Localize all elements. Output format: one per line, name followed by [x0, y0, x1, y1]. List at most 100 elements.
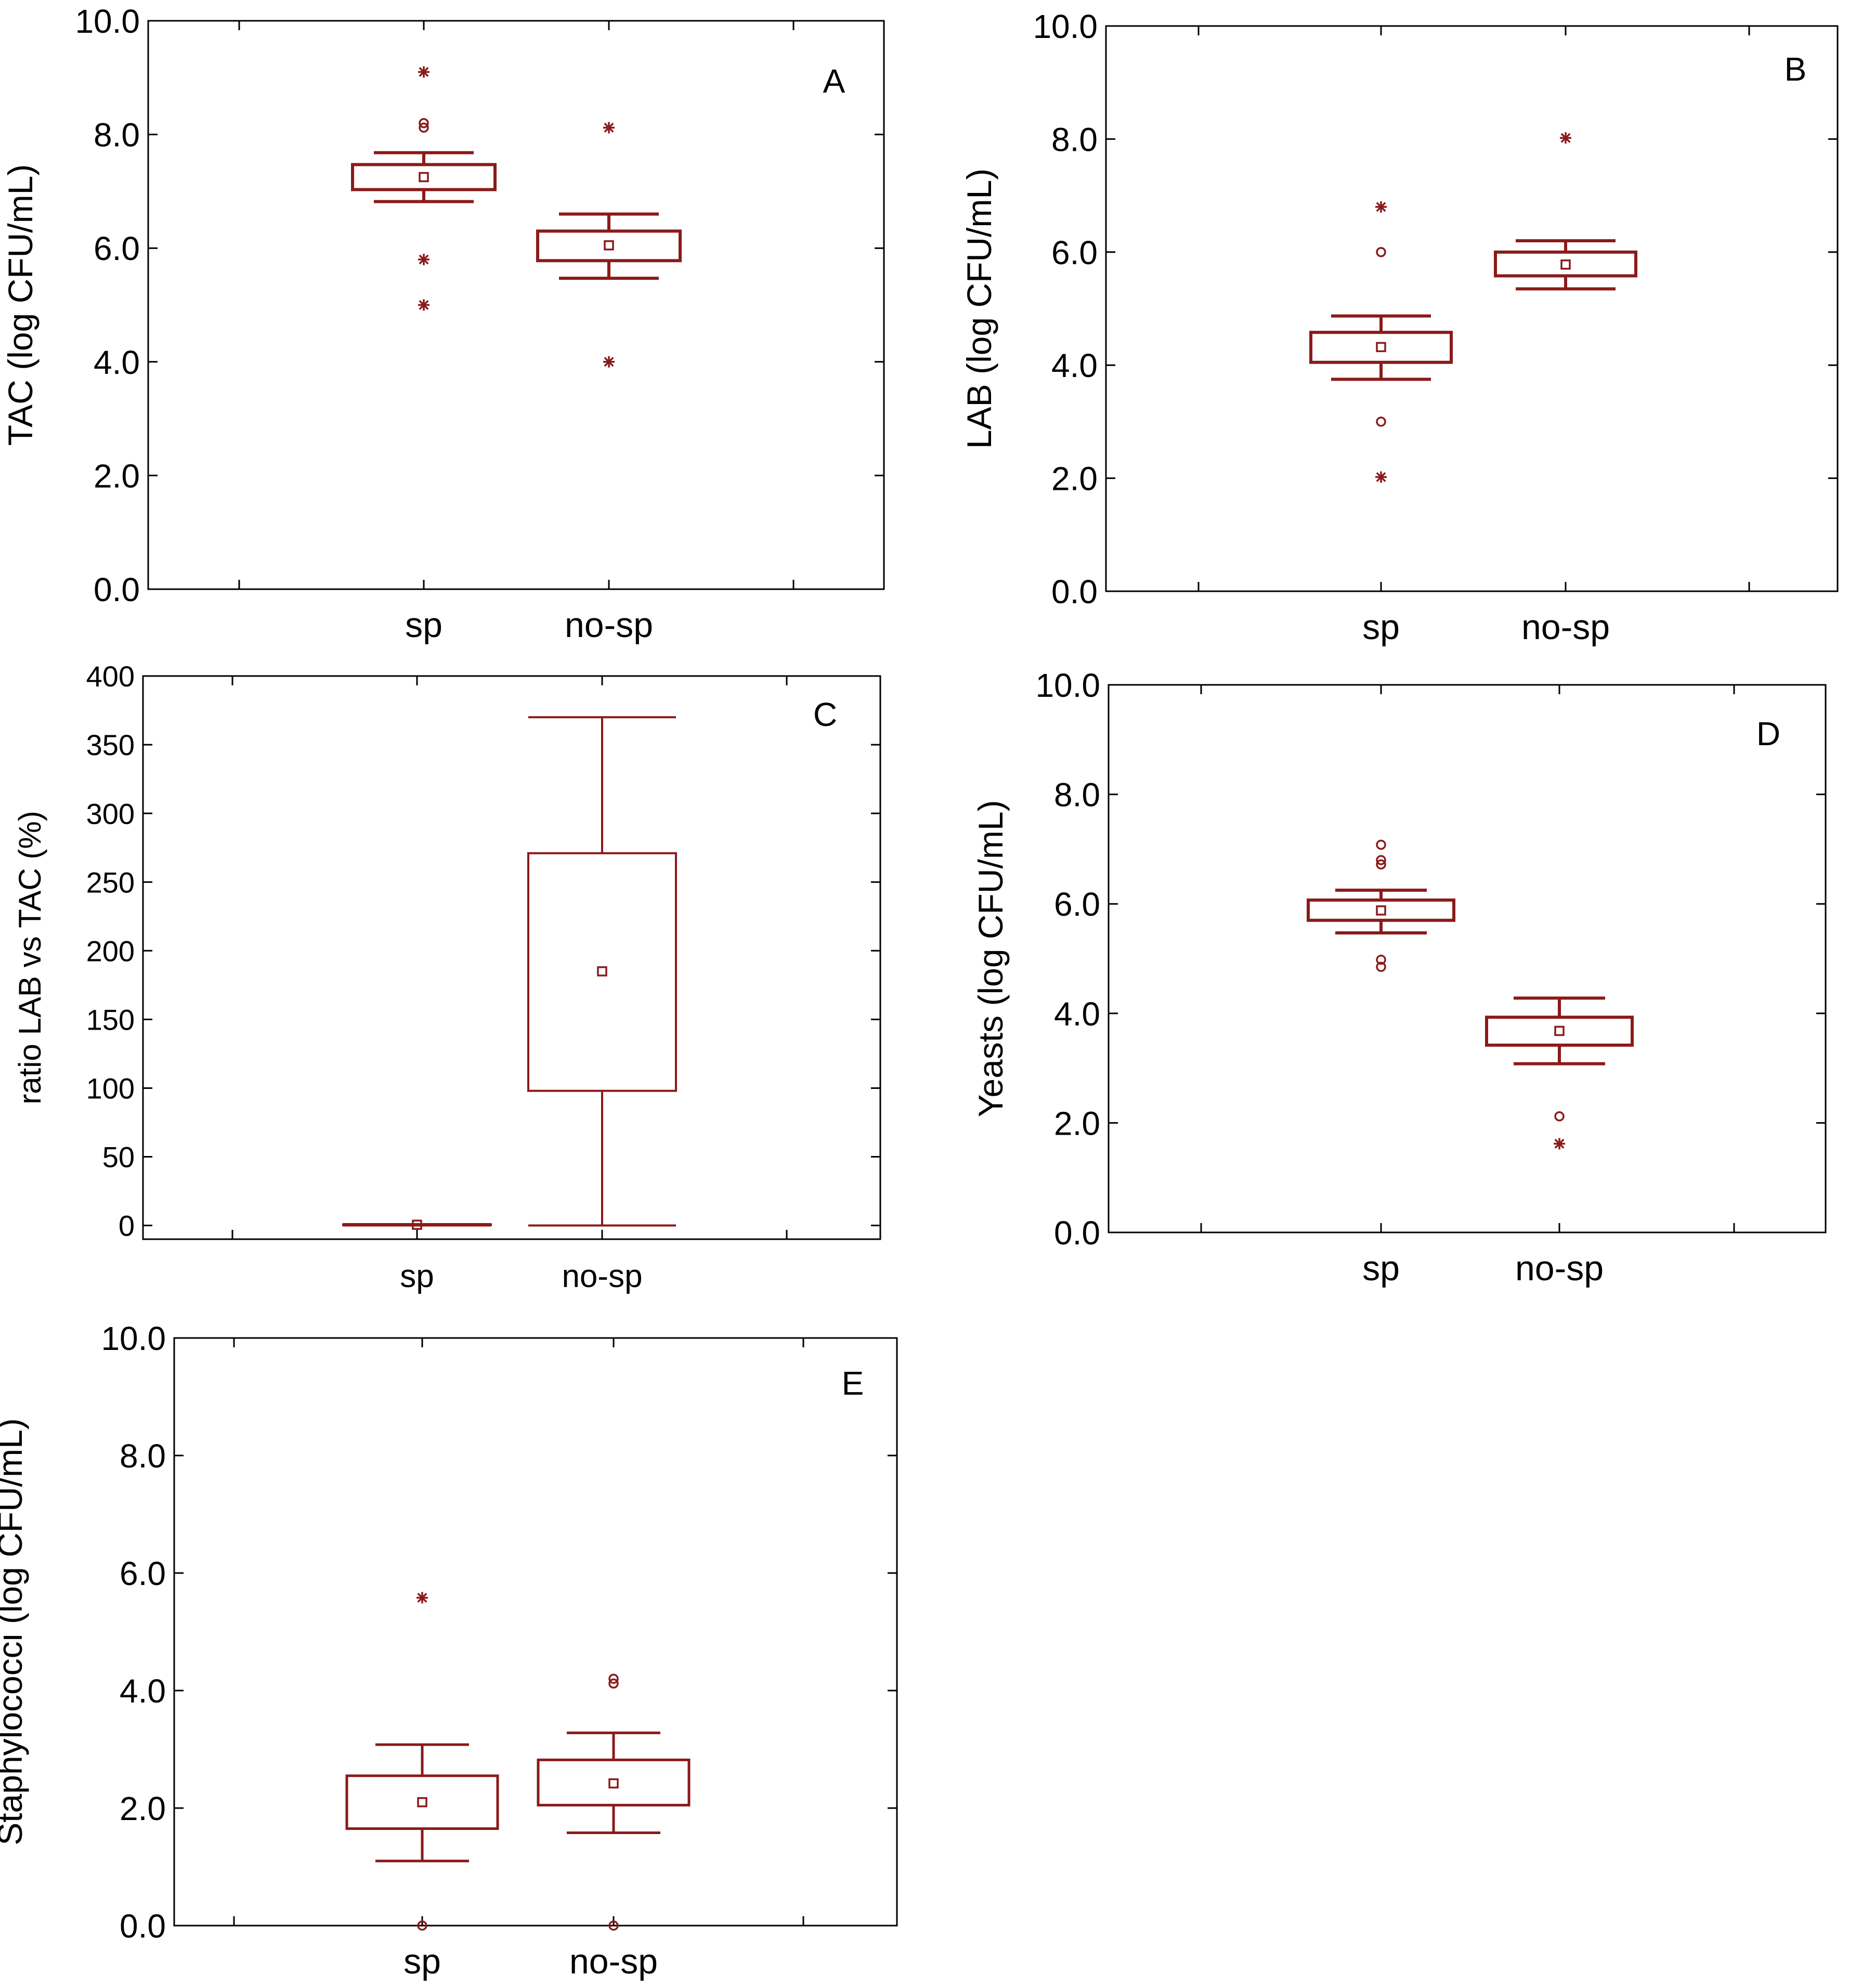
y-tick-label: 0.0 — [120, 1907, 166, 1945]
panel-c: 0 50 100 150 200 250 300 350 400 sp no-sp ratio LAB… — [12, 660, 881, 1294]
extreme-point — [1375, 471, 1387, 483]
y-tick-label: 300 — [86, 797, 135, 830]
y-tick-label: 50 — [102, 1141, 135, 1174]
y-tick-label: 8.0 — [1054, 776, 1100, 814]
plot-frame — [173, 1337, 898, 1927]
y-tick-label: 6.0 — [1051, 234, 1098, 271]
y-tick-label: 10.0 — [101, 1320, 166, 1357]
category-label: no-sp — [1515, 1249, 1604, 1288]
y-tick-label: 350 — [86, 729, 135, 761]
y-tick-label: 10.0 — [75, 3, 140, 40]
extreme-point — [418, 299, 429, 311]
y-tick-label: 10.0 — [1033, 8, 1098, 45]
y-axis-label: TAC (log CFU/mL) — [1, 164, 40, 446]
y-tick-label: 10.0 — [1035, 667, 1100, 704]
box-sp — [342, 1219, 492, 1230]
extreme-point — [418, 66, 429, 78]
y-tick-label: 4.0 — [1051, 347, 1098, 384]
mean-marker — [1376, 905, 1386, 916]
mean-marker — [608, 1778, 619, 1789]
panel-a: 0.0 2.0 4.0 6.0 8.0 10.0 sp no-sp TAC (log CFU/m… — [1, 3, 885, 645]
outlier-point — [1376, 247, 1386, 257]
extreme-point — [416, 1592, 428, 1604]
extreme-point — [1560, 132, 1571, 144]
category-label: no-sp — [1521, 607, 1610, 647]
box-no-sp — [536, 122, 682, 368]
category-label: sp — [400, 1258, 434, 1294]
iqr-box — [351, 163, 497, 191]
iqr-box — [527, 852, 677, 1092]
y-tick-label: 250 — [86, 866, 135, 899]
y-tick-label: 6.0 — [120, 1555, 166, 1592]
category-label: sp — [1362, 607, 1400, 647]
box-no-sp — [527, 716, 677, 1227]
outlier-point — [608, 1678, 619, 1689]
outlier-point — [1376, 417, 1386, 427]
panel-b: 0.0 2.0 4.0 6.0 8.0 10.0 sp no-sp LAB (log CFU/m… — [960, 8, 1839, 647]
extreme-point — [1554, 1138, 1565, 1150]
extreme-point — [1375, 201, 1387, 213]
y-tick-label: 400 — [86, 660, 135, 693]
mean-marker — [419, 172, 429, 183]
plot-frame — [142, 675, 881, 1240]
outlier-point — [1376, 954, 1386, 965]
y-tick-label: 4.0 — [120, 1672, 166, 1710]
y-axis-label: ratio LAB vs TAC (%) — [12, 811, 47, 1105]
y-axis-label: Staphylococci (log CFU/mL) — [0, 1418, 29, 1846]
box-sp — [351, 66, 497, 311]
y-tick-label: 0.0 — [1051, 573, 1098, 610]
iqr-box — [345, 1774, 499, 1830]
iqr-box — [1309, 331, 1453, 364]
mean-marker — [1560, 259, 1571, 270]
y-axis-label: LAB (log CFU/mL) — [960, 168, 998, 449]
box-sp — [1309, 201, 1453, 483]
y-tick-label: 100 — [86, 1072, 135, 1105]
mean-marker — [417, 1797, 427, 1808]
outlier-point — [417, 1920, 427, 1931]
plot-frame — [1105, 25, 1839, 592]
outlier-point — [1376, 839, 1386, 850]
outlier-point — [1554, 1111, 1565, 1122]
outlier-point — [608, 1673, 619, 1684]
panel-letter: E — [842, 1365, 864, 1402]
panel-d: 0.0 2.0 4.0 6.0 8.0 10.0 sp no-sp Yeasts (log CF… — [971, 667, 1827, 1288]
mean-marker — [1376, 342, 1386, 353]
mean-marker — [604, 240, 614, 251]
outlier-point — [419, 122, 429, 133]
outlier-point — [1376, 961, 1386, 972]
plot-frame — [1108, 684, 1827, 1233]
extreme-point — [603, 356, 615, 368]
iqr-box — [342, 1223, 492, 1227]
y-tick-label: 8.0 — [1051, 121, 1098, 158]
panel-e: 0.0 2.0 4.0 6.0 8.0 10.0 sp no-sp Staphylococci … — [0, 1320, 898, 1981]
mean-marker — [597, 966, 607, 977]
outlier-point — [419, 118, 429, 128]
panel-letter: D — [1756, 715, 1780, 752]
y-tick-label: 8.0 — [94, 116, 140, 154]
extreme-point — [418, 254, 429, 266]
box-sp — [1307, 839, 1455, 972]
y-tick-label: 2.0 — [1051, 460, 1098, 498]
mean-marker — [1554, 1025, 1565, 1036]
category-label: no-sp — [565, 605, 653, 645]
iqr-box — [1307, 898, 1455, 922]
y-tick-label: 0.0 — [94, 571, 140, 608]
outlier-point — [608, 1920, 619, 1931]
iqr-box — [536, 229, 682, 263]
y-tick-label: 2.0 — [120, 1790, 166, 1827]
y-tick-label: 4.0 — [94, 344, 140, 381]
y-tick-label: 150 — [86, 1004, 135, 1036]
box-no-sp — [1485, 996, 1634, 1150]
category-label: sp — [1362, 1249, 1400, 1288]
panel-letter: A — [823, 62, 845, 100]
box-no-sp — [537, 1673, 691, 1931]
y-tick-label: 4.0 — [1054, 995, 1100, 1033]
y-tick-label: 200 — [86, 934, 135, 967]
y-tick-label: 2.0 — [1054, 1105, 1100, 1142]
outlier-point — [1376, 855, 1386, 865]
y-tick-label: 0.0 — [1054, 1214, 1100, 1252]
category-label: sp — [403, 1942, 441, 1981]
iqr-box — [537, 1758, 691, 1807]
category-label: sp — [405, 605, 442, 645]
